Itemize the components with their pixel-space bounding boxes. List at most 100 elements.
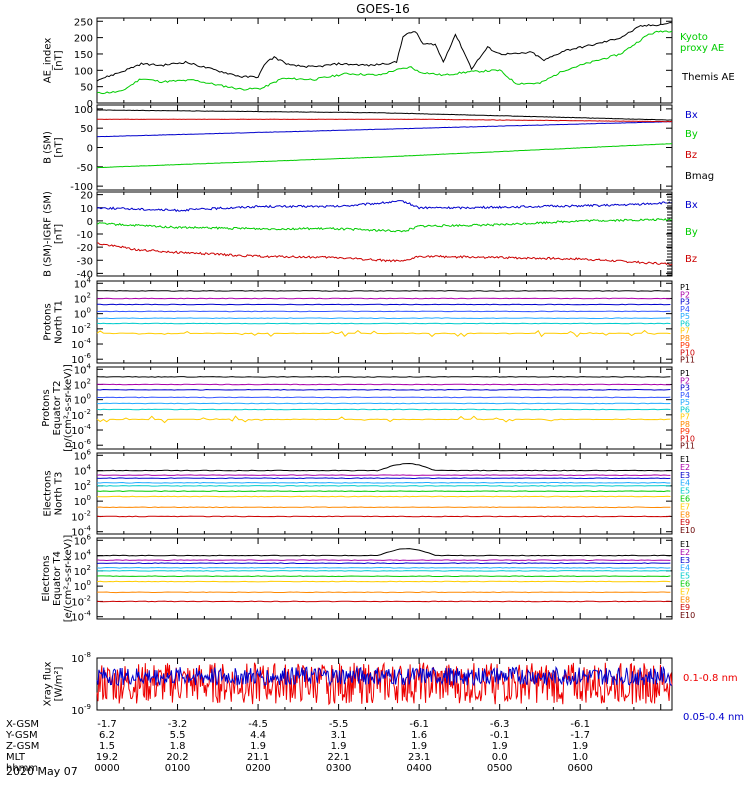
flux-e8-line [96, 506, 671, 509]
ephemeris-row-name: hhmm [6, 763, 38, 774]
legend-kyoto-label: Kyoto [680, 32, 708, 43]
legend-p7-label: P7 [680, 413, 690, 422]
y-tick-label: 100 [74, 494, 91, 508]
y-tick-label: 102 [74, 291, 91, 305]
y-tick-label: 0 [87, 144, 93, 155]
legend-p11-label: P11 [680, 442, 695, 451]
b-series-line [96, 242, 673, 266]
legend-p1-label: P1 [680, 369, 690, 378]
ephemeris-value: 5.5 [170, 730, 186, 741]
flux-p3-line [96, 303, 671, 306]
legend-e8-label: E8 [680, 510, 690, 519]
legend-p7-label: P7 [680, 327, 690, 336]
y-tick-exponent: -6 [84, 438, 92, 446]
panel-6-ylabel: North T3 [54, 472, 65, 516]
legend-p3-label: P3 [680, 298, 690, 307]
plot-title: GOES-16 [356, 2, 410, 16]
y-tick-exponent: 6 [87, 448, 92, 456]
y-tick-label: 10-2 [71, 408, 91, 422]
y-tick-exponent: -4 [84, 423, 92, 431]
y-tick-exponent: -9 [84, 703, 91, 711]
legend-e7-label: E7 [680, 587, 690, 596]
panel-7-ylabel: [e/(cm²-s-sr-keV)] [63, 535, 74, 623]
legend-e5-label: E5 [680, 487, 690, 496]
y-tick-exponent: 2 [87, 479, 91, 487]
legend-p9-label: P9 [680, 427, 690, 436]
legend-p9-label: P9 [680, 341, 690, 350]
y-tick-label: -20 [77, 243, 93, 254]
y-tick-label: 200 [74, 34, 93, 45]
y-tick-label: 10-2 [71, 322, 91, 336]
ephemeris-value: 0400 [406, 763, 431, 774]
y-tick-label: 100 [74, 393, 91, 407]
legend-e2-label: E2 [680, 548, 690, 557]
y-tick-exponent: -4 [84, 610, 92, 618]
ephemeris-value: 0200 [245, 763, 270, 774]
legend-e3-label: E3 [680, 556, 690, 565]
panel-7-ylabel: Electrons [41, 555, 52, 601]
ephemeris-value: 1.9 [411, 741, 427, 752]
y-tick-exponent: 4 [87, 276, 92, 284]
flux-e5-line [96, 485, 671, 487]
ae-series-line [96, 21, 673, 82]
y-tick-exponent: 2 [87, 564, 91, 572]
ephemeris-value: -1.7 [97, 719, 117, 730]
flux-p5-line [97, 402, 671, 405]
panel-8-ylabel: [W/m²] [54, 666, 65, 701]
date-label: 2020 May 07 [6, 765, 78, 778]
flux-e6-line [96, 575, 671, 578]
panel-4-ylabel: Protons [43, 303, 54, 340]
ephemeris-value: 1.8 [170, 741, 186, 752]
flux-e8-line [97, 591, 671, 594]
legend-bx-label: Bx [685, 110, 698, 121]
panel-5-frame [96, 366, 673, 450]
legend-e5-label: E5 [680, 572, 690, 581]
y-tick-label: -50 [77, 163, 93, 174]
xray-short-line [96, 665, 673, 687]
ephemeris-value: 23.1 [408, 752, 430, 763]
panel-5-ylabel: Protons [41, 389, 52, 426]
panel-2-ylabel: [nT] [54, 137, 65, 157]
legend-kyoto-label: proxy AE [680, 43, 724, 54]
ephemeris-value: 1.9 [572, 741, 588, 752]
ephemeris-row-name: MLT [6, 752, 26, 763]
ephemeris-value: -4.5 [248, 719, 268, 730]
y-tick-label: 10-9 [71, 703, 91, 717]
legend-bz-label: Bz [685, 254, 697, 265]
panel-4-ylabel: North T1 [54, 300, 65, 344]
ephemeris-value: 1.9 [492, 741, 508, 752]
y-tick-label: 50 [80, 83, 93, 94]
ephemeris-value: 0600 [567, 763, 592, 774]
flux-p6-line [96, 408, 671, 411]
legend-p2-label: P2 [680, 290, 690, 299]
y-tick-label: 10-4 [71, 337, 91, 351]
legend-e9-label: E9 [680, 603, 690, 612]
flux-p4-line [96, 310, 671, 313]
y-tick-exponent: -8 [84, 651, 91, 659]
y-tick-label: -30 [77, 256, 93, 267]
legend-e1-label: E1 [680, 540, 690, 549]
ephemeris-value: 0.0 [492, 752, 508, 763]
y-tick-exponent: -2 [84, 322, 91, 330]
panel-3-ylabel: [nT] [54, 224, 65, 244]
ephemeris-value: -6.1 [570, 719, 590, 730]
y-tick-label: 102 [74, 377, 91, 391]
y-tick-exponent: -2 [84, 594, 91, 602]
flux-p7-line [96, 415, 671, 424]
y-tick-label: 104 [74, 549, 92, 563]
y-tick-label: 100 [74, 66, 93, 77]
flux-p2-line [96, 383, 671, 386]
y-tick-label: -100 [70, 182, 93, 193]
b-series-line [96, 121, 673, 138]
flux-e5-line [96, 570, 671, 572]
flux-e3-line [96, 562, 671, 565]
y-tick-label: 10-2 [71, 594, 91, 608]
legend-xray-short-label: 0.05-0.4 nm [683, 712, 744, 723]
ephemeris-value: 4.4 [250, 730, 266, 741]
y-tick-exponent: -4 [84, 337, 92, 345]
b-series-line [96, 218, 673, 233]
y-tick-label: 100 [74, 307, 91, 321]
y-tick-label: 0 [87, 99, 93, 110]
flux-e9-line [96, 600, 671, 603]
legend-e2-label: E2 [680, 463, 690, 472]
